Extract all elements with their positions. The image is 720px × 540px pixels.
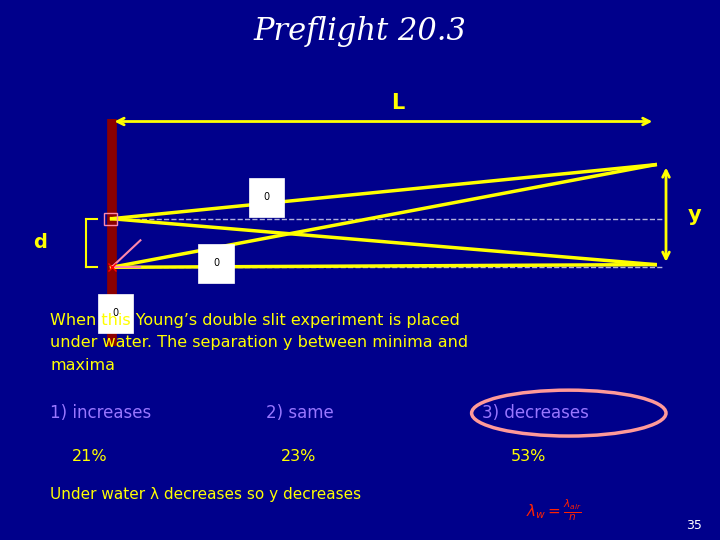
Text: 21%: 21% [72, 449, 107, 464]
Text: $\lambda_w = \frac{\lambda_{air}}{n}$: $\lambda_w = \frac{\lambda_{air}}{n}$ [526, 498, 582, 523]
Text: 3) decreases: 3) decreases [482, 404, 589, 422]
Text: 35: 35 [686, 519, 702, 532]
Text: 1) increases: 1) increases [50, 404, 152, 422]
Text: Under water λ decreases so y decreases: Under water λ decreases so y decreases [50, 487, 361, 502]
Bar [104, 213, 117, 225]
Text: 0: 0 [213, 258, 219, 268]
Text: Preflight 20.3: Preflight 20.3 [253, 16, 467, 47]
Text: 23%: 23% [281, 449, 316, 464]
Text: When this Young’s double slit experiment is placed
under water. The separation y: When this Young’s double slit experiment… [50, 313, 469, 373]
Text: y: y [688, 205, 701, 225]
Text: 2) same: 2) same [266, 404, 334, 422]
Text: d: d [33, 233, 47, 253]
Text: 53%: 53% [511, 449, 546, 464]
Text: 0: 0 [264, 192, 269, 202]
Text: 0: 0 [112, 308, 118, 318]
Text: L: L [391, 93, 405, 113]
